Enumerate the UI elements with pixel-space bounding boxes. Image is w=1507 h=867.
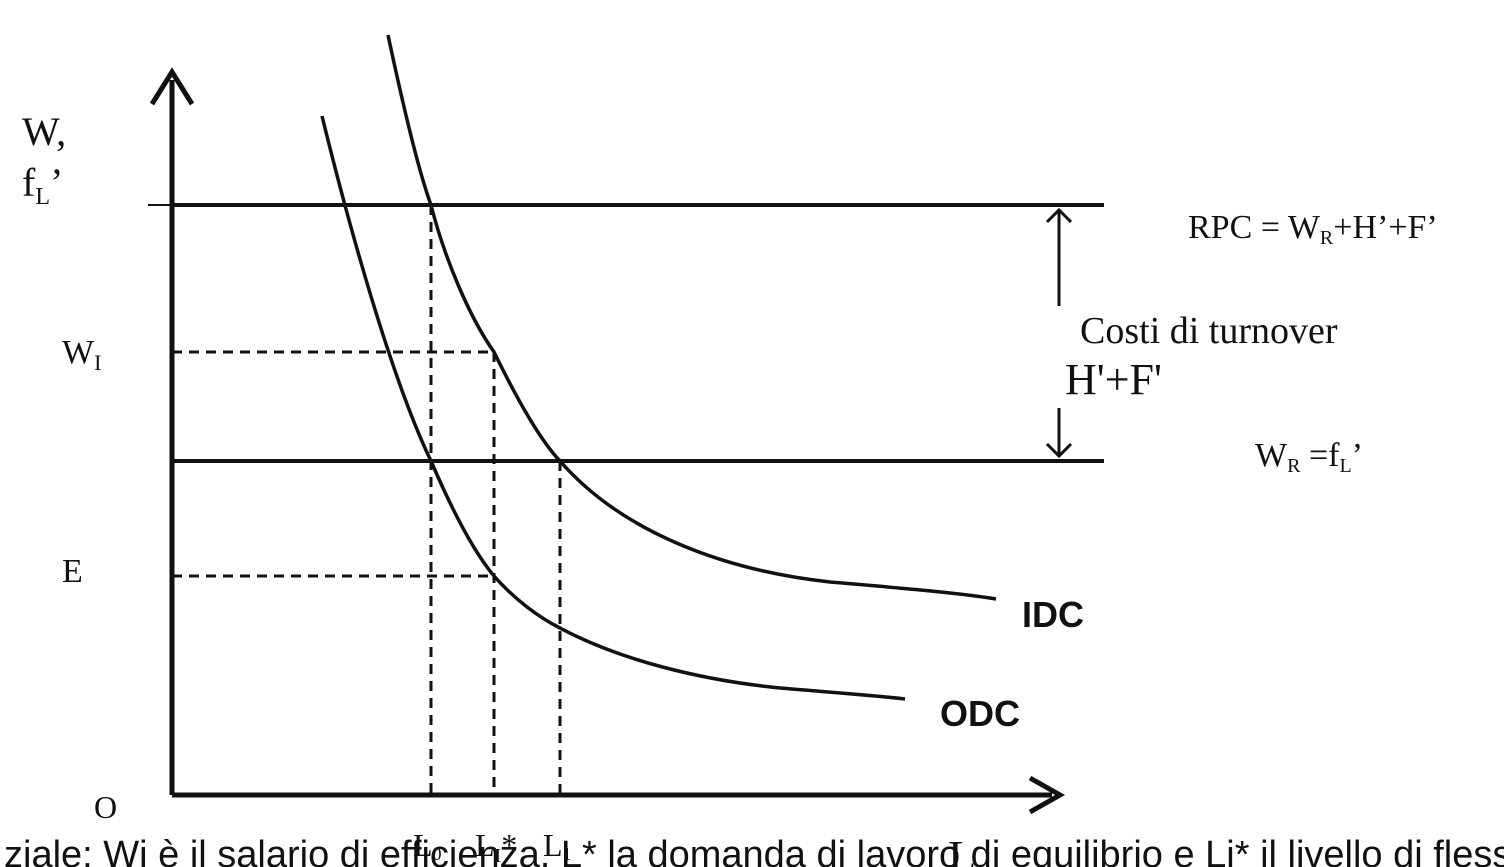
y-tick-label-e: E (62, 553, 83, 590)
x-tick-label-l1: L1 (543, 827, 572, 864)
y-axis-label-fl: fL’ (22, 160, 63, 210)
idc-curve (386, 34, 997, 601)
caption-text: ziale: Wi è il salario di efficienza, L*… (4, 834, 1504, 867)
dashed-guides (172, 205, 562, 795)
wr-label: WR =fL’ (1255, 437, 1363, 477)
odc-label: ODC (940, 693, 1020, 734)
x-axis-arrowhead (1028, 775, 1066, 815)
rpc-label: RPC = WR+H’+F’ (1188, 209, 1438, 249)
x-tick-label-l0: L0 (413, 827, 442, 864)
turnover-label: Costi di turnover (1080, 310, 1338, 352)
odc-curve (320, 115, 906, 701)
y-axis-arrowhead (149, 67, 195, 106)
y-axis-label-w: W, (22, 109, 66, 154)
x-axis-label: L (948, 831, 976, 867)
x-tick-label-li: LI* (475, 827, 517, 867)
turnover-formula: H'+F' (1065, 355, 1162, 404)
idc-label: IDC (1022, 594, 1084, 635)
y-tick-label-wi: WI (62, 334, 101, 375)
origin-label: O (94, 789, 117, 825)
